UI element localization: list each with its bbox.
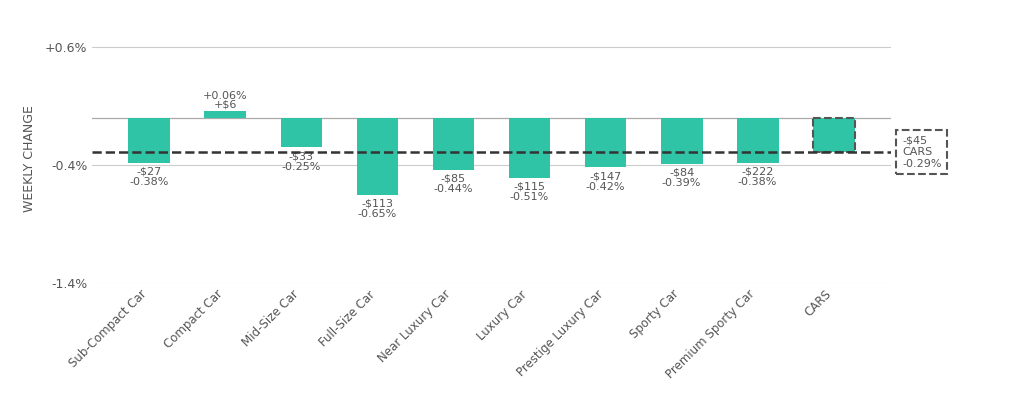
Bar <box>205 111 247 118</box>
Text: -$222: -$222 <box>741 166 774 176</box>
Text: +$6: +$6 <box>214 99 238 109</box>
Bar <box>813 118 855 152</box>
Text: -0.38%: -0.38% <box>130 177 169 187</box>
Bar <box>660 118 702 164</box>
Text: -$84: -$84 <box>669 168 694 178</box>
Text: -$115: -$115 <box>514 182 546 192</box>
Text: -0.25%: -0.25% <box>282 161 322 172</box>
Text: -0.39%: -0.39% <box>662 178 701 188</box>
Y-axis label: WEEKLY CHANGE: WEEKLY CHANGE <box>24 105 37 211</box>
Text: -0.44%: -0.44% <box>434 184 473 194</box>
Text: +0.06%: +0.06% <box>203 91 248 101</box>
Text: -$33: -$33 <box>289 151 314 161</box>
Text: -0.51%: -0.51% <box>510 192 549 202</box>
Bar <box>736 118 778 163</box>
Text: -$147: -$147 <box>590 171 622 181</box>
Text: -$45
CARS
-0.29%: -$45 CARS -0.29% <box>902 136 941 169</box>
Bar <box>509 118 551 178</box>
Text: -$27: -$27 <box>137 166 162 176</box>
Text: -0.65%: -0.65% <box>357 209 397 219</box>
Bar <box>585 118 627 168</box>
Text: -$113: -$113 <box>361 198 393 208</box>
Bar <box>128 118 170 163</box>
Text: -0.42%: -0.42% <box>586 182 626 192</box>
Bar <box>281 118 323 148</box>
Text: -$85: -$85 <box>441 173 466 183</box>
Bar <box>432 118 474 170</box>
Bar <box>356 118 398 195</box>
Text: -0.38%: -0.38% <box>738 177 777 187</box>
